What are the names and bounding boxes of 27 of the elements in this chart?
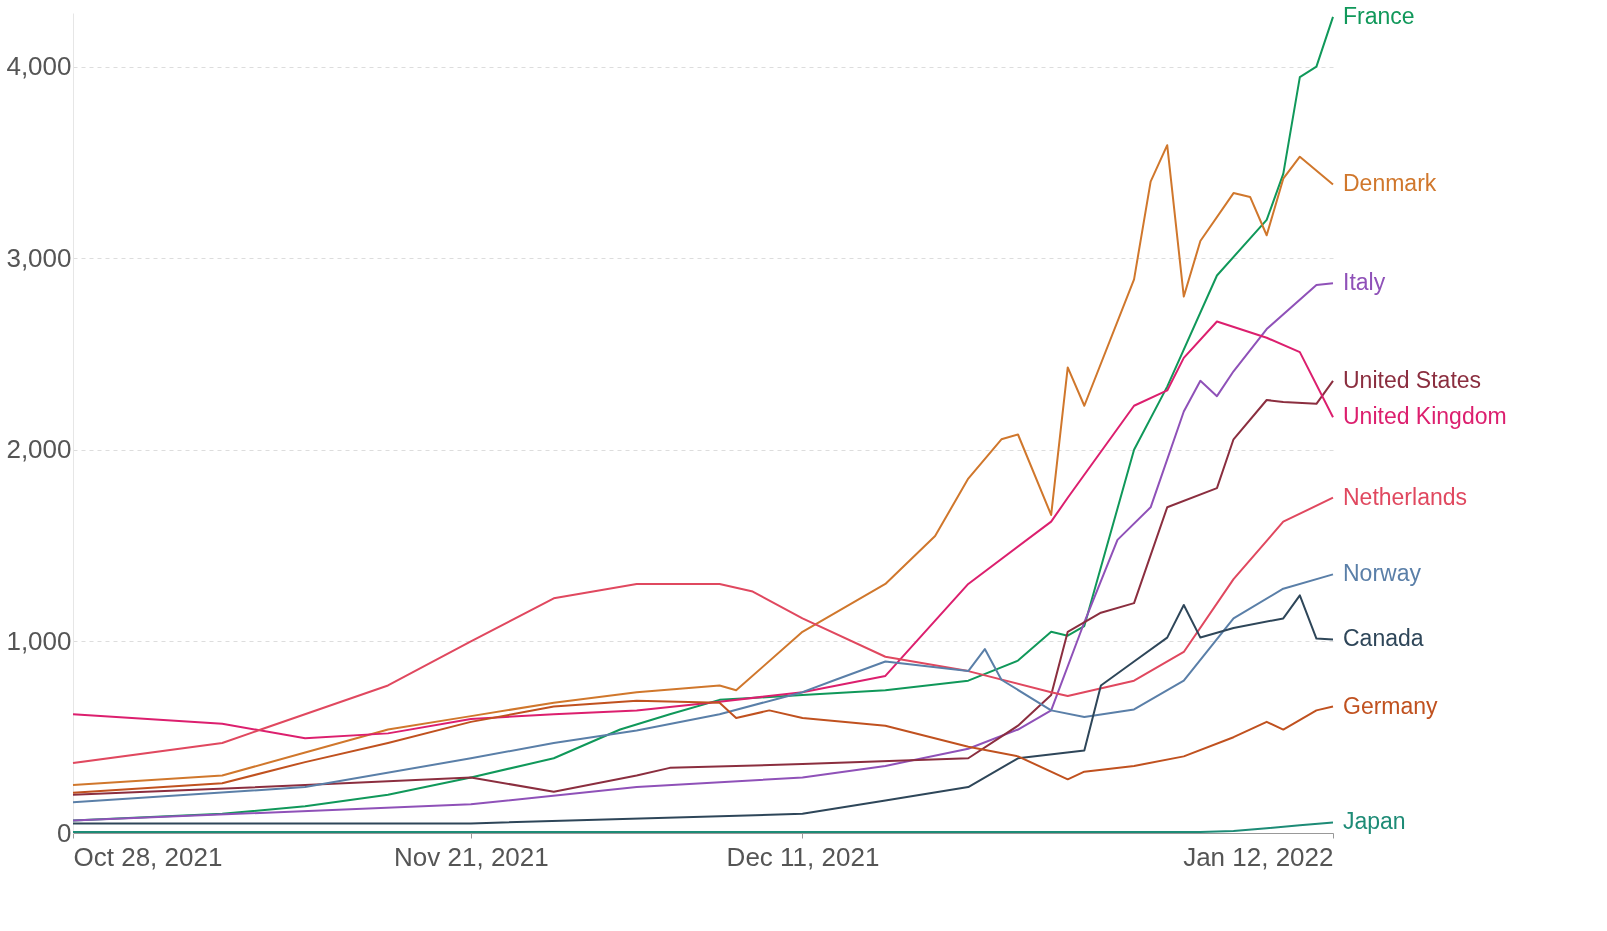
series-label: Norway: [1343, 560, 1422, 587]
line-series: [72, 379, 1334, 796]
x-tick-label: Nov 21, 2021: [394, 841, 549, 872]
series-label: Netherlands: [1343, 483, 1468, 510]
line-series: [72, 282, 1334, 822]
series-label: Canada: [1343, 625, 1424, 652]
series-label: Denmark: [1343, 170, 1437, 197]
line-series: [72, 320, 1334, 740]
line-series: [72, 594, 1334, 825]
y-tick-label: 4,000: [6, 51, 72, 82]
x-tick-label: Oct 28, 2021: [73, 841, 223, 872]
y-tick-label: 1,000: [6, 625, 72, 656]
series-label: France: [1343, 2, 1415, 29]
line-series: [72, 144, 1334, 787]
series-label: Italy: [1343, 269, 1386, 296]
line-series: [72, 699, 1334, 794]
series-label: United Kingdom: [1343, 403, 1507, 430]
line-series: [72, 573, 1334, 804]
y-tick-label: 0: [57, 817, 72, 848]
x-tick-label: Jan 12, 2022: [1183, 841, 1334, 872]
series-label: Japan: [1343, 808, 1406, 835]
line-series: [72, 496, 1334, 765]
y-tick-label: 3,000: [6, 242, 72, 273]
series-label: Germany: [1343, 692, 1439, 719]
series-label: United States: [1343, 366, 1482, 393]
y-tick-label: 2,000: [6, 434, 72, 465]
x-tick-label: Dec 11, 2021: [726, 841, 880, 872]
